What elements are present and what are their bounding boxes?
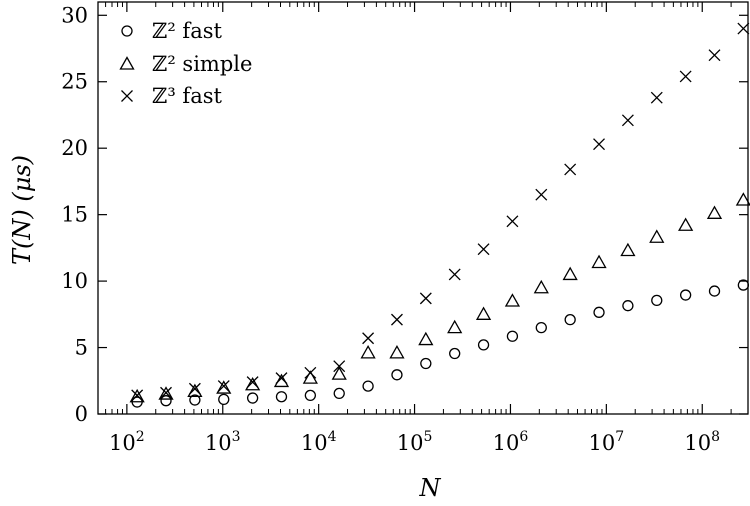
data-point-series-0 (246, 392, 259, 404)
data-point-series-1 (158, 386, 174, 400)
data-point-series-0 (420, 357, 432, 370)
y-tick-label: 10 (61, 269, 88, 293)
x-tick-label: 105 (397, 429, 433, 455)
data-point-series-1 (187, 383, 203, 398)
plot-frame (97, 1, 749, 415)
data-point-series-0 (218, 393, 230, 406)
data-point-series-1 (649, 229, 665, 243)
data-point-series-0 (535, 321, 547, 334)
data-point-series-2 (362, 332, 375, 345)
y-tick-label: 15 (61, 203, 88, 227)
x-tick-label: 103 (205, 429, 241, 455)
data-point-series-0 (679, 289, 692, 301)
y-axis-label: T(N) (μs) (8, 155, 36, 265)
x-tick-label: 108 (684, 429, 720, 455)
y-tick-label: 5 (75, 336, 88, 360)
data-point-series-1 (302, 370, 318, 384)
data-point-series-0 (477, 339, 490, 351)
data-point-series-2 (477, 243, 490, 256)
legend-label-series-1: ℤ² simple (152, 52, 252, 76)
data-point-series-2 (679, 70, 692, 83)
data-point-series-1 (418, 331, 434, 346)
data-point-series-0 (708, 285, 721, 297)
data-point-series-0 (506, 330, 519, 342)
y-tick-label: 30 (61, 3, 88, 27)
data-point-series-0 (333, 387, 345, 400)
data-point-series-0 (391, 369, 403, 381)
x-axis-label: N (419, 474, 442, 502)
data-point-series-1 (533, 279, 549, 294)
data-point-series-2 (621, 114, 634, 127)
data-point-series-2 (390, 313, 403, 326)
data-point-series-1 (475, 306, 492, 320)
data-point-series-2 (188, 382, 201, 395)
data-point-series-0 (622, 300, 634, 312)
data-point-series-1 (273, 373, 290, 388)
data-point-series-1 (620, 242, 636, 257)
data-point-series-0 (362, 380, 374, 392)
data-point-series-1 (389, 345, 405, 359)
data-point-series-1 (216, 380, 232, 394)
y-tick-label: 25 (61, 70, 88, 94)
data-point-series-2 (448, 268, 461, 281)
data-point-series-2 (535, 188, 548, 201)
legend-marker-series-1 (119, 56, 135, 70)
data-point-series-1 (129, 388, 145, 403)
data-point-series-1 (678, 217, 694, 231)
data-point-series-2 (506, 215, 519, 228)
data-point-series-2 (419, 292, 432, 305)
data-point-series-1 (504, 293, 521, 307)
data-point-series-2 (708, 49, 721, 62)
legend-marker-series-2 (121, 90, 133, 102)
data-point-series-0 (304, 389, 317, 402)
data-point-series-1 (591, 254, 607, 269)
data-point-series-2 (131, 389, 144, 402)
data-point-series-2 (246, 376, 259, 389)
x-tick-label: 106 (493, 429, 529, 455)
legend-label-series-0: ℤ² fast (152, 19, 222, 43)
data-point-series-0 (564, 313, 576, 326)
data-point-series-1 (331, 366, 347, 380)
x-tick-label: 102 (109, 429, 145, 455)
data-point-series-2 (593, 138, 605, 151)
data-point-series-1 (360, 345, 376, 359)
data-markers (129, 22, 750, 408)
data-point-series-2 (275, 372, 288, 385)
data-point-series-2 (564, 163, 577, 176)
legend: ℤ² fast ℤ² simple ℤ³ fast (119, 19, 252, 108)
data-point-series-2 (160, 386, 172, 399)
data-point-series-0 (737, 279, 750, 291)
data-point-series-2 (650, 91, 663, 104)
y-tick-label: 20 (61, 136, 88, 160)
data-point-series-2 (217, 380, 230, 393)
legend-label-series-2: ℤ³ fast (152, 84, 222, 108)
data-point-series-0 (449, 347, 461, 360)
data-point-series-1 (735, 192, 750, 206)
data-point-series-1 (245, 376, 261, 391)
legend-markers (119, 25, 135, 102)
x-tick-label: 104 (301, 429, 337, 455)
data-point-series-2 (737, 22, 750, 35)
data-point-series-1 (706, 205, 723, 219)
tick-labels: 0 5 10 15 20 25 30 102 103 104 105 106 107 108 (61, 3, 720, 455)
x-tick-label: 107 (589, 429, 625, 455)
data-point-series-0 (275, 391, 288, 403)
data-point-series-1 (447, 319, 463, 334)
data-point-series-0 (189, 394, 201, 406)
data-point-series-0 (160, 395, 172, 407)
data-point-series-1 (562, 266, 578, 281)
ticks (97, 2, 749, 415)
legend-marker-series-0 (121, 25, 133, 37)
y-tick-label: 0 (75, 402, 88, 426)
data-point-series-0 (593, 306, 605, 318)
data-point-series-0 (651, 294, 663, 307)
data-point-series-2 (304, 366, 317, 379)
data-point-series-2 (333, 360, 346, 373)
